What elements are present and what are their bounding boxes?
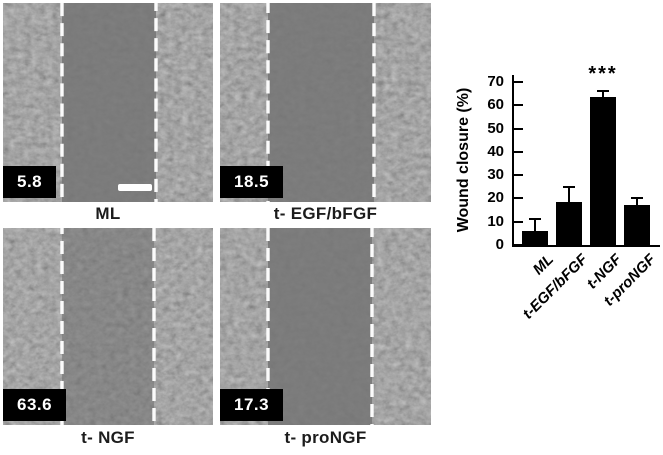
- error-bar-cap-ML: [529, 218, 541, 221]
- y-tick-mark-20: [514, 197, 523, 200]
- bar-t-NGF: [590, 96, 616, 245]
- wound-value-badge-ngf: 63.6: [3, 389, 67, 421]
- bar-t-EGF/bFGF: [556, 201, 582, 245]
- y-tick-label-20: 20: [487, 189, 504, 207]
- scale-bar: [118, 184, 152, 191]
- y-tick-label-40: 40: [487, 142, 504, 160]
- y-tick-mark-60: [514, 104, 523, 107]
- error-bar-stem-t-EGF/bFGF: [568, 186, 570, 202]
- y-tick-label-60: 60: [487, 96, 504, 114]
- significance-marker: ***: [588, 63, 618, 86]
- wound-band: [62, 228, 154, 425]
- y-tick-mark-50: [514, 127, 523, 130]
- error-bar-cap-t-proNGF: [631, 197, 643, 200]
- error-bar-stem-t-proNGF: [636, 198, 638, 205]
- wound-band: [62, 3, 156, 202]
- micrograph-egf-bfgf: 18.5: [220, 3, 431, 202]
- wound-band: [268, 3, 374, 202]
- error-bar-cap-t-EGF/bFGF: [563, 185, 575, 188]
- error-bar-stem-t-NGF: [602, 91, 604, 97]
- micrograph-ml: 5.8: [3, 3, 213, 202]
- panel-caption-egf-bfgf: t- EGF/bFGF: [273, 204, 378, 223]
- panel-caption-ml: ML: [95, 204, 121, 223]
- panel-caption-prongf: t- proNGF: [284, 428, 367, 447]
- x-axis-line: [512, 245, 660, 247]
- y-tick-mark-30: [514, 174, 523, 177]
- wound-band: [268, 228, 372, 425]
- bar-ML: [522, 231, 548, 245]
- x-tick-label-ML: ML: [529, 251, 558, 279]
- wound-value-badge-ml: 5.8: [3, 166, 57, 198]
- y-tick-mark-0: [514, 244, 523, 246]
- y-axis-line: [512, 75, 514, 247]
- micrograph-prongf: 17.3: [220, 228, 431, 425]
- wound-closure-bar-chart: Wound closure (%) 0 10 20 30 40 50 60 70 ML t-EGF…: [450, 50, 663, 455]
- wound-value-badge-egf-bfgf: 18.5: [220, 166, 284, 198]
- y-tick-mark-70: [514, 81, 523, 83]
- wound-value-badge-prongf: 17.3: [220, 389, 284, 421]
- y-tick-label-50: 50: [487, 119, 504, 137]
- y-tick-mark-10: [514, 220, 523, 223]
- bar-t-proNGF: [624, 204, 650, 245]
- y-tick-label-30: 30: [487, 166, 504, 184]
- y-tick-label-70: 70: [487, 73, 504, 90]
- error-bar-cap-t-NGF: [597, 90, 609, 93]
- y-tick-label-10: 10: [487, 212, 504, 230]
- panel-caption-ngf: t- NGF: [81, 428, 135, 447]
- y-tick-label-0: 0: [495, 236, 504, 253]
- micrograph-ngf: 63.6: [3, 228, 213, 425]
- error-bar-stem-ML: [534, 219, 536, 232]
- y-tick-mark-40: [514, 150, 523, 153]
